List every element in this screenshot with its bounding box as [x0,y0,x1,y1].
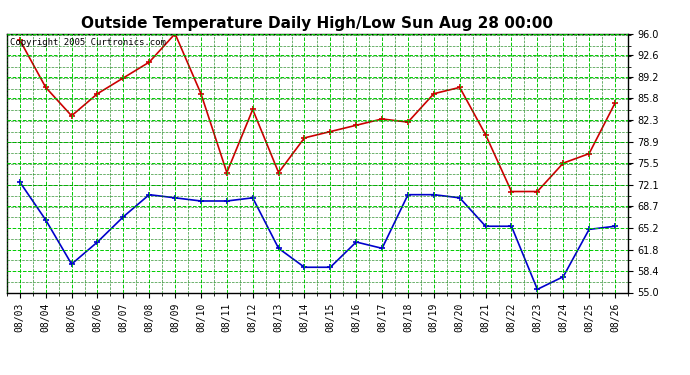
Title: Outside Temperature Daily High/Low Sun Aug 28 00:00: Outside Temperature Daily High/Low Sun A… [81,16,553,31]
Text: Copyright 2005 Curtronics.com: Copyright 2005 Curtronics.com [10,38,166,46]
